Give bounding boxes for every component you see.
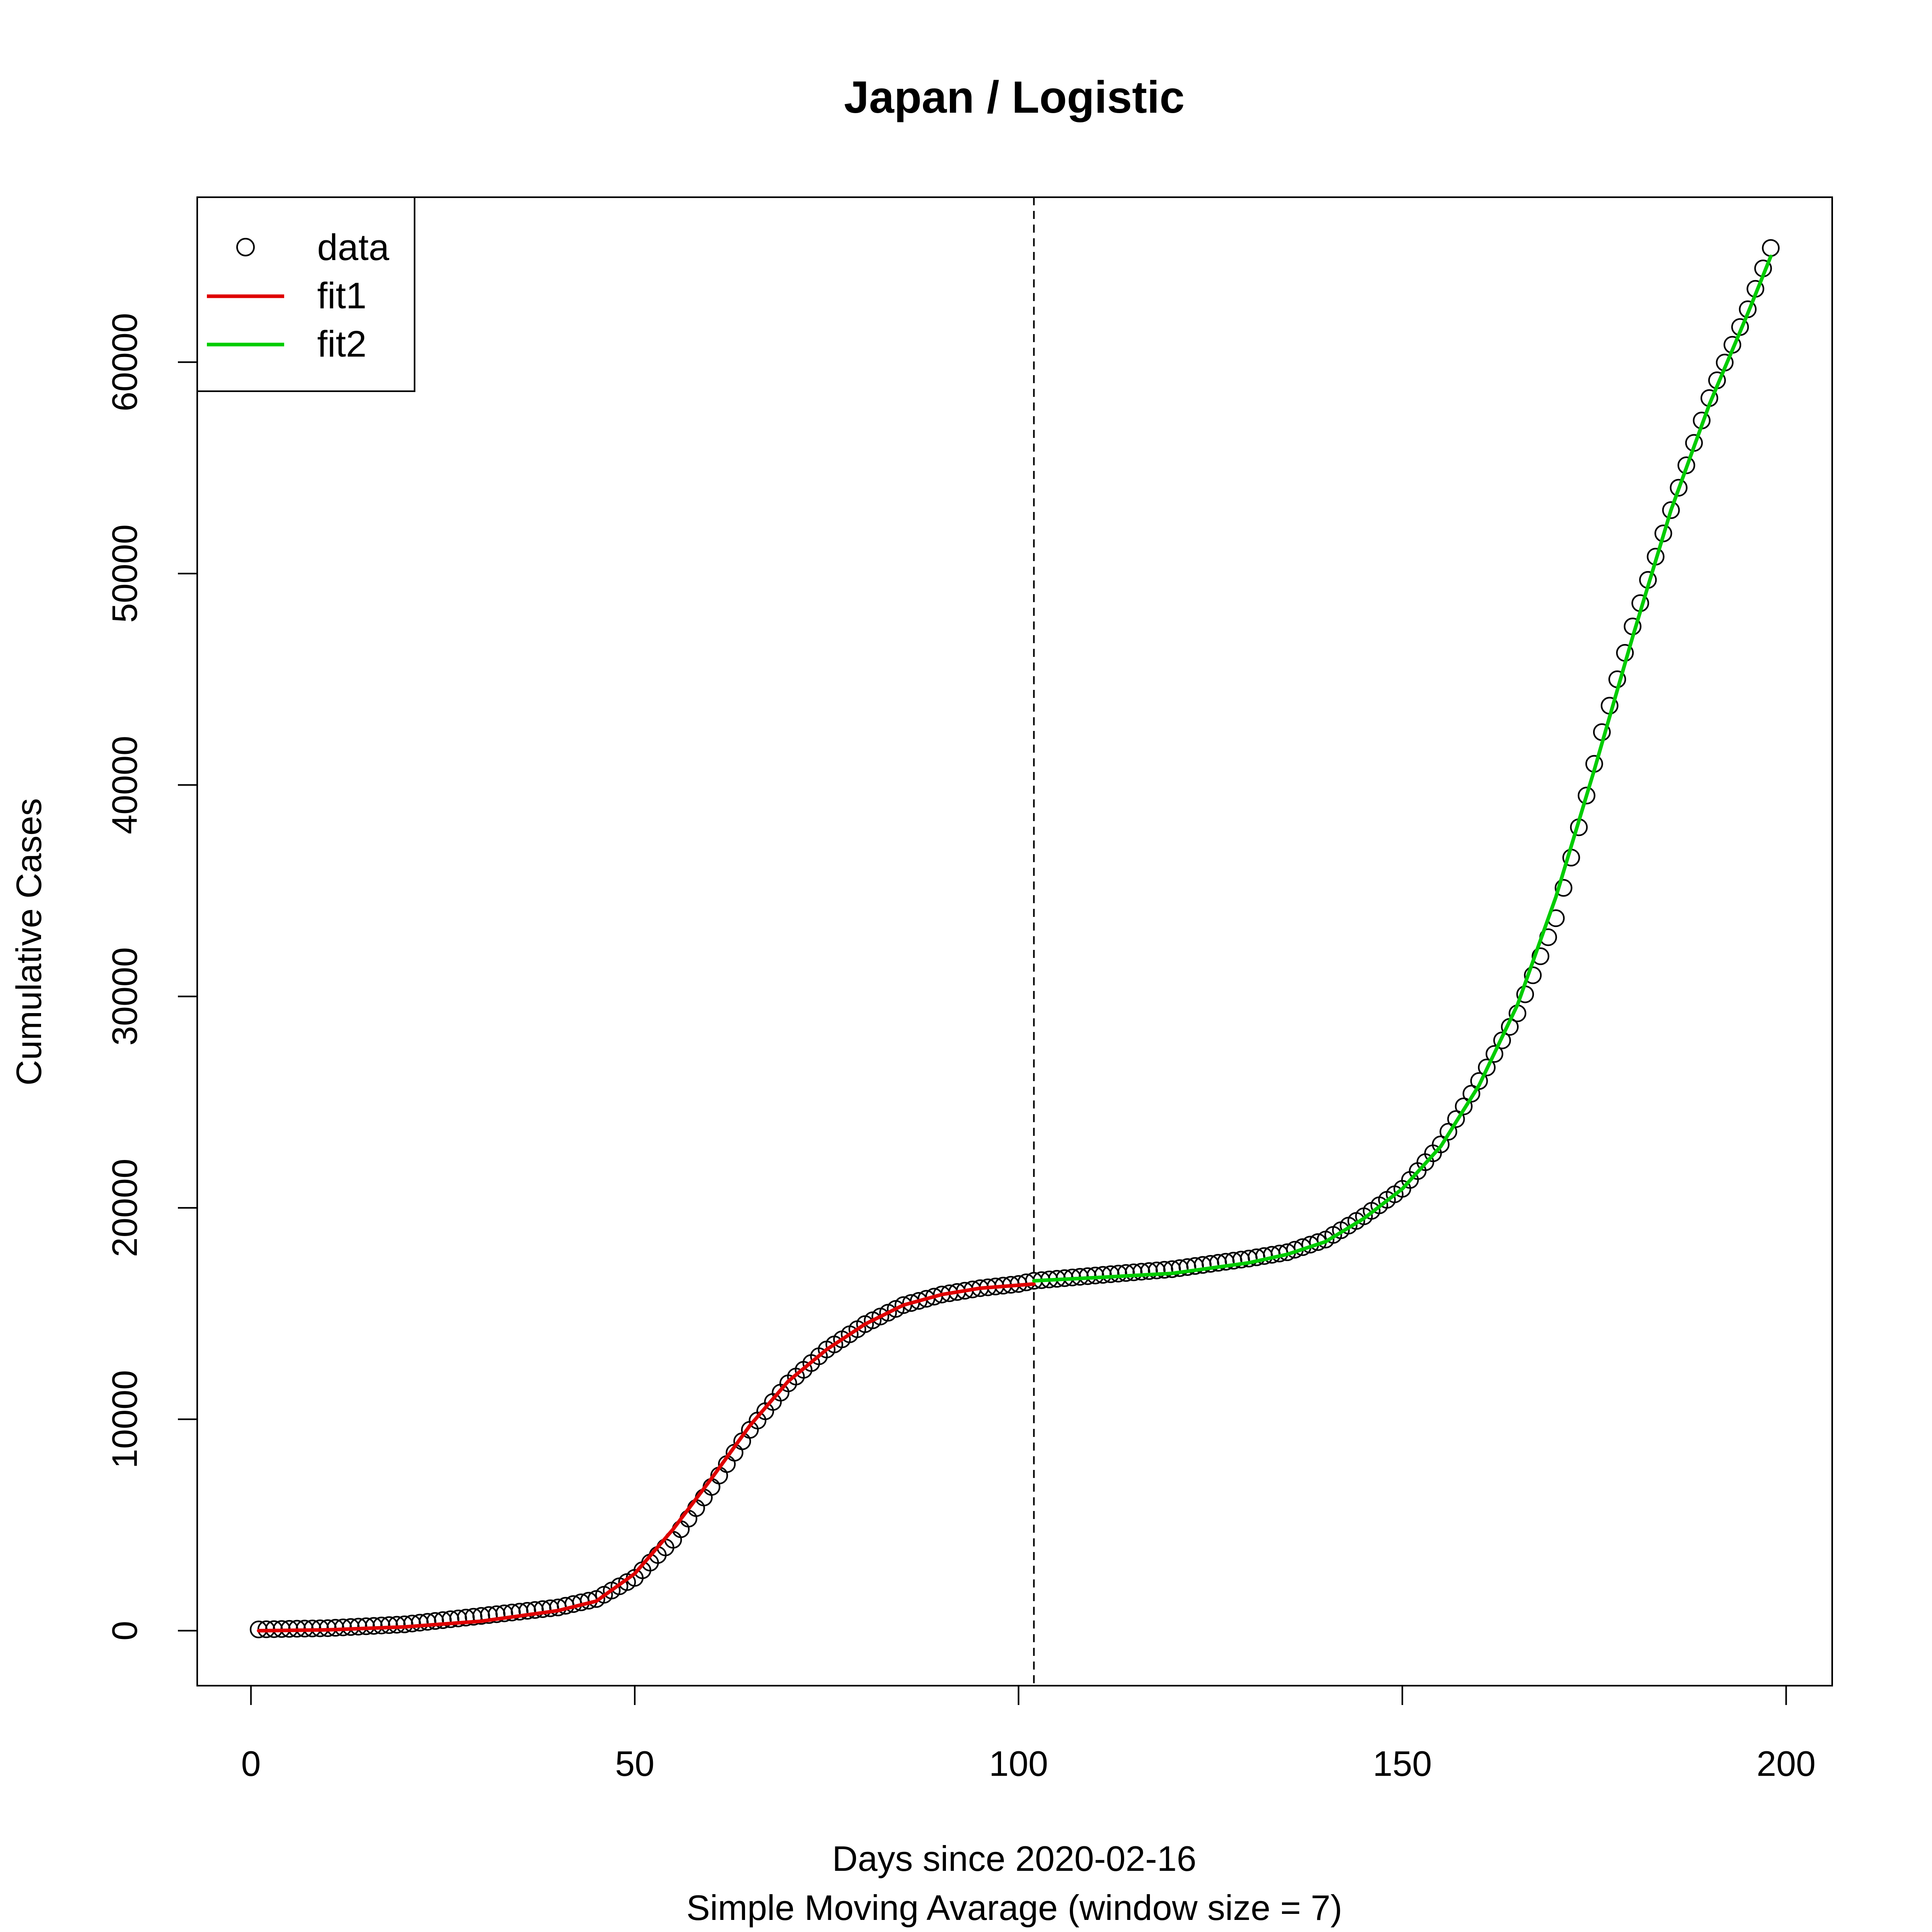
legend-label-data: data xyxy=(317,227,390,268)
x-tick-label: 150 xyxy=(1373,1744,1432,1783)
data-point xyxy=(1493,1031,1511,1049)
y-tick-label: 50000 xyxy=(105,524,144,623)
x-axis-title: Days since 2020-02-16 xyxy=(832,1839,1197,1878)
x-tick-label: 100 xyxy=(989,1744,1048,1783)
legend-point-symbol xyxy=(236,238,255,256)
data-point xyxy=(1470,1072,1488,1090)
y-tick-label: 60000 xyxy=(105,313,144,411)
legend-label-fit2: fit2 xyxy=(317,324,367,365)
data-point xyxy=(1577,786,1596,805)
plot-frame xyxy=(196,196,1833,1686)
y-tick-label: 20000 xyxy=(105,1158,144,1257)
x-tick-label: 200 xyxy=(1757,1744,1816,1783)
x-axis: 0 50 100 150 200 xyxy=(241,1685,1816,1783)
y-axis-title: Cumulative Cases xyxy=(9,798,49,1086)
y-tick-label: 10000 xyxy=(105,1370,144,1469)
data-point xyxy=(1432,1135,1450,1154)
data-point xyxy=(1662,501,1680,519)
data-point xyxy=(1554,879,1573,897)
data-point xyxy=(1677,456,1695,475)
y-axis: 0 10000 20000 30000 40000 50000 60000 xyxy=(105,313,198,1641)
data-point xyxy=(1532,947,1550,965)
series-data xyxy=(250,239,1780,1639)
x-tick-label: 50 xyxy=(615,1744,654,1783)
data-point xyxy=(1447,1110,1465,1128)
y-tick-label: 30000 xyxy=(105,947,144,1046)
data-point xyxy=(1455,1097,1473,1115)
series-line-fit2 xyxy=(1032,254,1773,1283)
data-point xyxy=(1478,1059,1496,1077)
x-tick-label: 0 xyxy=(241,1744,261,1783)
legend: data fit1 fit2 xyxy=(196,196,415,392)
data-point xyxy=(1670,479,1688,497)
series-layer xyxy=(250,239,1780,1639)
data-point xyxy=(1462,1085,1480,1103)
legend-label-fit1: fit1 xyxy=(317,275,367,316)
data-point xyxy=(1439,1123,1457,1141)
y-tick-label: 0 xyxy=(105,1621,144,1641)
chart-title: Japan / Logistic xyxy=(844,72,1185,122)
x-axis-subtitle: Simple Moving Avarage (window size = 7) xyxy=(686,1888,1342,1928)
y-tick-label: 40000 xyxy=(105,736,144,834)
legend-box xyxy=(196,196,415,392)
series-line-fit1 xyxy=(257,1282,1036,1633)
data-point xyxy=(1485,1045,1503,1063)
data-point xyxy=(1524,966,1542,985)
data-point xyxy=(1762,239,1780,257)
